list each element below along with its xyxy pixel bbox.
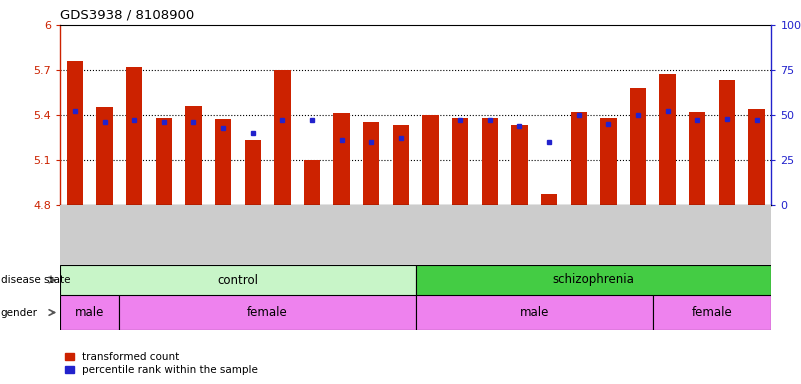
Text: disease state: disease state xyxy=(1,275,70,285)
Text: schizophrenia: schizophrenia xyxy=(553,273,634,286)
Bar xyxy=(511,126,528,205)
Bar xyxy=(481,118,498,205)
Bar xyxy=(689,112,706,205)
Bar xyxy=(392,126,409,205)
Bar xyxy=(274,70,291,205)
Bar xyxy=(659,74,676,205)
Bar xyxy=(244,141,261,205)
Bar xyxy=(416,265,771,295)
Bar xyxy=(600,118,617,205)
Bar xyxy=(653,295,771,330)
Text: female: female xyxy=(248,306,288,319)
Bar xyxy=(452,118,469,205)
Bar xyxy=(363,122,380,205)
Bar xyxy=(155,118,172,205)
Bar xyxy=(541,195,557,205)
Bar xyxy=(185,106,202,205)
Text: female: female xyxy=(692,306,732,319)
Bar xyxy=(748,109,765,205)
Bar xyxy=(630,88,646,205)
Text: GDS3938 / 8108900: GDS3938 / 8108900 xyxy=(60,8,195,21)
Bar xyxy=(422,115,439,205)
Bar xyxy=(96,108,113,205)
Bar xyxy=(304,160,320,205)
Bar xyxy=(718,81,735,205)
Bar xyxy=(570,112,587,205)
Bar xyxy=(66,61,83,205)
Text: male: male xyxy=(75,306,104,319)
Bar xyxy=(416,295,653,330)
Text: gender: gender xyxy=(1,308,38,318)
Bar xyxy=(215,119,231,205)
Bar xyxy=(60,295,119,330)
Bar xyxy=(119,295,416,330)
Text: male: male xyxy=(520,306,549,319)
Bar xyxy=(60,265,416,295)
Legend: transformed count, percentile rank within the sample: transformed count, percentile rank withi… xyxy=(66,352,258,375)
Text: control: control xyxy=(217,273,259,286)
Bar xyxy=(333,114,350,205)
Bar xyxy=(126,67,143,205)
